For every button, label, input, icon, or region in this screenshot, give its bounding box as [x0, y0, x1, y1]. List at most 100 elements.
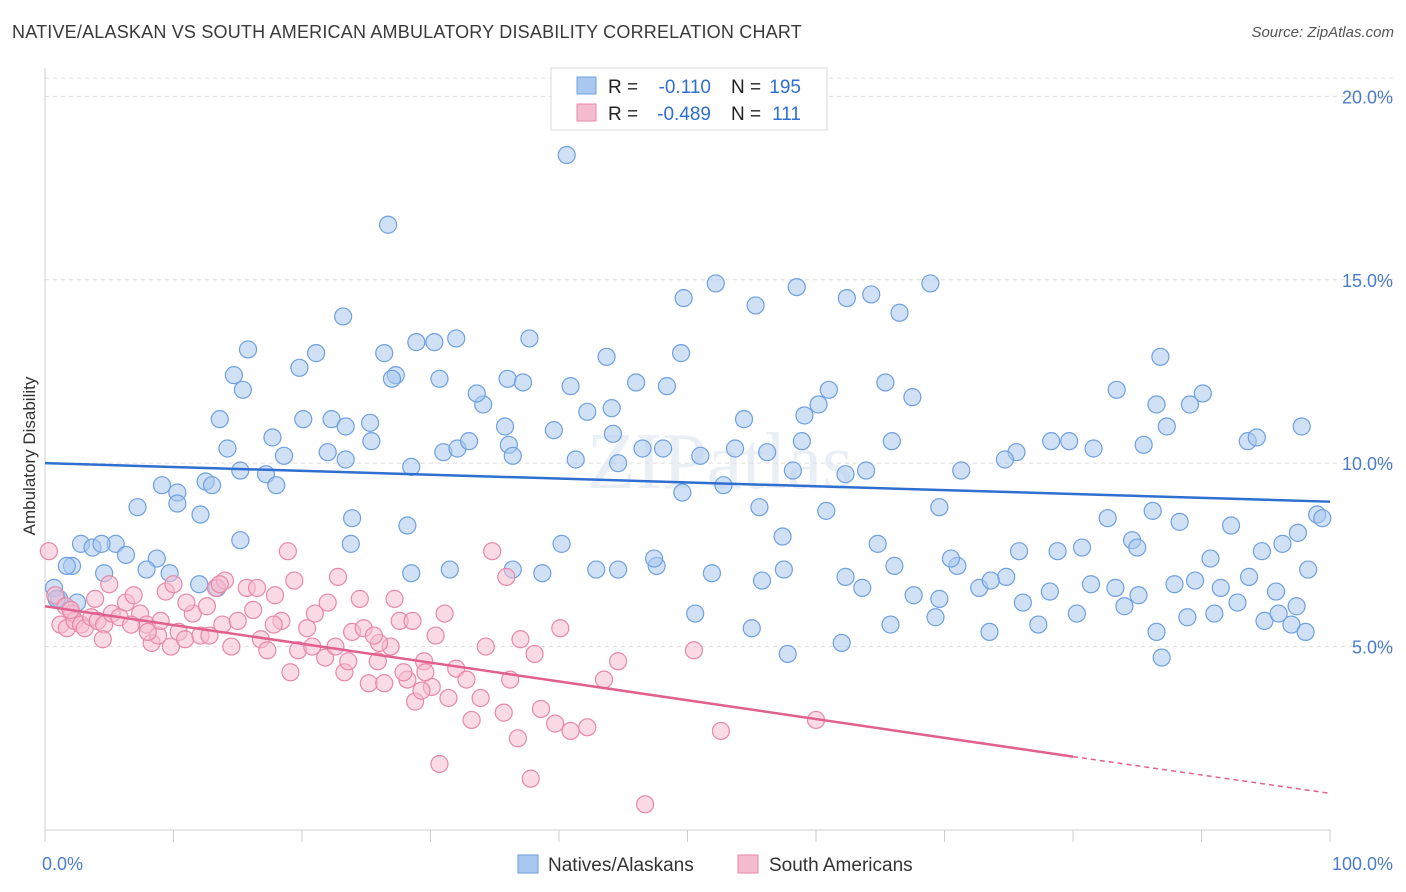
data-point	[566, 450, 585, 469]
trend-line	[44, 461, 1331, 503]
data-point	[521, 769, 540, 788]
data-point	[318, 593, 337, 612]
data-point	[603, 424, 623, 443]
data-point	[459, 432, 479, 451]
data-point	[1211, 578, 1230, 597]
trend-line-dashed	[1072, 755, 1331, 795]
data-point	[378, 215, 398, 234]
data-point	[503, 446, 522, 465]
data-point	[398, 516, 417, 535]
legend-n-value-2: 111	[772, 104, 801, 125]
data-point	[930, 498, 949, 517]
data-point	[981, 571, 1000, 590]
data-point	[218, 439, 237, 458]
data-point	[336, 450, 355, 469]
data-point	[339, 652, 358, 671]
data-point	[597, 347, 616, 366]
data-point	[952, 461, 971, 480]
data-point	[626, 373, 646, 392]
data-point	[307, 344, 326, 363]
data-point	[1147, 622, 1166, 642]
data-point	[836, 567, 855, 586]
data-point	[222, 637, 241, 656]
data-point	[742, 619, 761, 638]
data-point	[483, 542, 502, 561]
data-point	[298, 619, 317, 638]
data-point	[498, 369, 517, 388]
trend-line	[44, 604, 1074, 758]
data-point	[882, 432, 901, 451]
data-point	[361, 413, 380, 432]
data-point	[1042, 432, 1061, 451]
data-point	[1252, 542, 1271, 561]
data-point	[671, 344, 691, 363]
chart-title: NATIVE/ALASKAN VS SOUTH AMERICAN AMBULAT…	[12, 22, 802, 42]
data-point	[467, 384, 486, 403]
data-point	[1292, 417, 1311, 436]
data-point	[402, 564, 421, 583]
data-point	[1239, 567, 1259, 586]
data-point	[633, 439, 652, 458]
data-point	[1128, 538, 1147, 557]
data-point	[124, 586, 143, 605]
data-point	[86, 589, 105, 608]
data-point	[819, 380, 838, 399]
data-point	[711, 721, 731, 741]
data-point	[578, 718, 597, 737]
data-point	[531, 699, 551, 719]
x-tick-label: 100.0%	[1332, 854, 1393, 874]
data-point	[137, 560, 156, 579]
data-point	[336, 417, 355, 436]
data-point	[382, 369, 402, 388]
data-point	[1299, 560, 1318, 579]
data-point	[164, 575, 183, 594]
data-point	[836, 465, 855, 484]
data-point	[653, 439, 673, 458]
data-point	[903, 388, 922, 407]
data-point	[328, 567, 348, 586]
data-point	[294, 410, 313, 429]
y-tick-label: 15.0%	[1342, 271, 1393, 291]
legend-swatch-south-americans	[576, 103, 597, 122]
data-point	[691, 446, 710, 465]
data-point	[1180, 395, 1200, 414]
data-point	[267, 476, 286, 495]
data-point	[495, 417, 515, 436]
y-tick-label: 10.0%	[1342, 454, 1393, 474]
data-point	[263, 428, 282, 447]
data-point	[1205, 604, 1224, 623]
data-point	[930, 589, 949, 608]
data-point	[1143, 501, 1162, 520]
data-point	[881, 615, 900, 634]
data-point	[809, 395, 828, 414]
data-point	[426, 626, 445, 645]
data-point	[862, 285, 881, 304]
data-point	[921, 274, 940, 293]
data-point	[258, 641, 277, 660]
data-point	[1201, 549, 1220, 568]
series-south-american-points	[39, 542, 826, 814]
source-label: Source: ZipAtlas.com	[1251, 24, 1394, 41]
data-point	[513, 373, 533, 392]
data-point	[890, 303, 909, 322]
data-point	[285, 571, 304, 590]
data-point	[430, 754, 449, 774]
data-point	[471, 688, 490, 708]
data-point	[609, 454, 628, 473]
data-point	[151, 611, 170, 631]
data-point	[1165, 575, 1184, 594]
data-point	[264, 615, 283, 634]
data-point	[904, 586, 923, 605]
data-point	[93, 630, 112, 649]
data-point	[1282, 615, 1301, 634]
data-point	[1255, 611, 1274, 631]
legend-n-label-1: N =	[731, 77, 761, 98]
data-point	[359, 674, 378, 693]
data-point	[161, 637, 181, 656]
data-point	[439, 688, 458, 708]
data-point	[247, 578, 267, 597]
data-point	[587, 560, 606, 579]
series-natives-points	[44, 145, 1332, 667]
data-point	[609, 652, 628, 671]
